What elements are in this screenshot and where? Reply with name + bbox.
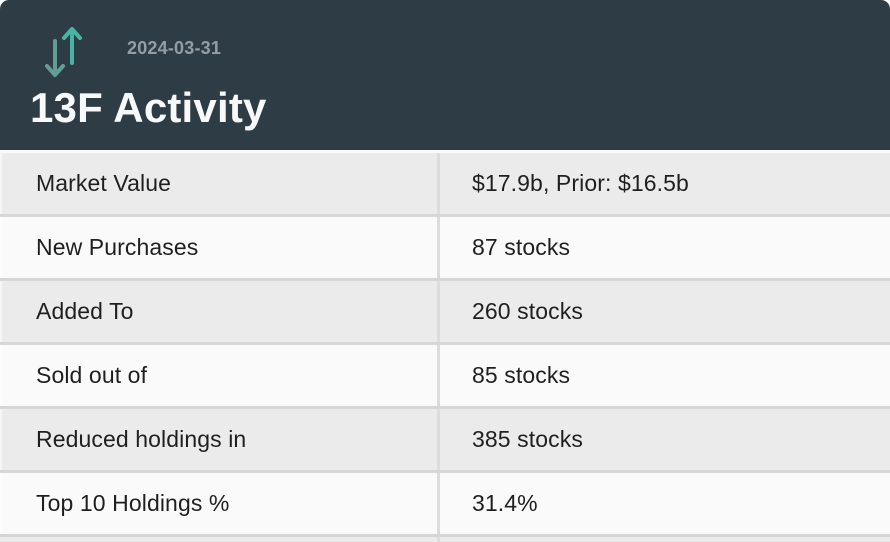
card-header: 2024-03-31 13F Activity [0,0,890,150]
row-label-cell: Sold out of [0,345,437,406]
row-label-cell: New Purchases [0,217,437,278]
row-label: New Purchases [36,234,199,260]
row-value-cell: 85 stocks [437,345,890,406]
row-value: 385 stocks [472,426,583,452]
table-row-partial [0,534,890,542]
row-label-cell: Top 10 Holdings % [0,473,437,534]
row-label-cell [0,537,437,542]
row-label-cell: Reduced holdings in [0,409,437,470]
row-value-cell: 385 stocks [437,409,890,470]
row-label: Market Value [36,170,171,196]
row-value-cell: 31.4% [437,473,890,534]
row-value-cell: 260 stocks [437,281,890,342]
row-value: 31.4% [472,490,538,516]
table-row-reduced-holdings: Reduced holdings in 385 stocks [0,406,890,470]
row-value-cell [437,537,890,542]
row-label-cell: Market Value [0,153,437,214]
report-date: 2024-03-31 [127,38,222,58]
row-value-cell: $17.9b, Prior: $16.5b [437,153,890,214]
row-label-cell: Added To [0,281,437,342]
row-value-cell: 87 stocks [437,217,890,278]
row-value: $17.9b, Prior: $16.5b [472,170,689,196]
table-row-sold-out-of: Sold out of 85 stocks [0,342,890,406]
13f-stats-table: Market Value $17.9b, Prior: $16.5b New P… [0,150,890,542]
row-value: 260 stocks [472,298,583,324]
table-row-added-to: Added To 260 stocks [0,278,890,342]
table-row-market-value: Market Value $17.9b, Prior: $16.5b [0,150,890,214]
card-title: 13F Activity [30,84,267,131]
table-row-new-purchases: New Purchases 87 stocks [0,214,890,278]
swap-vertical-arrows-icon [45,27,82,77]
row-label: Reduced holdings in [36,426,247,452]
row-value: 87 stocks [472,234,571,260]
row-value: 85 stocks [472,362,571,388]
row-label: Top 10 Holdings % [36,490,230,516]
table-row-top10-holdings: Top 10 Holdings % 31.4% [0,470,890,534]
row-label: Sold out of [36,362,148,388]
row-label: Added To [36,298,134,324]
